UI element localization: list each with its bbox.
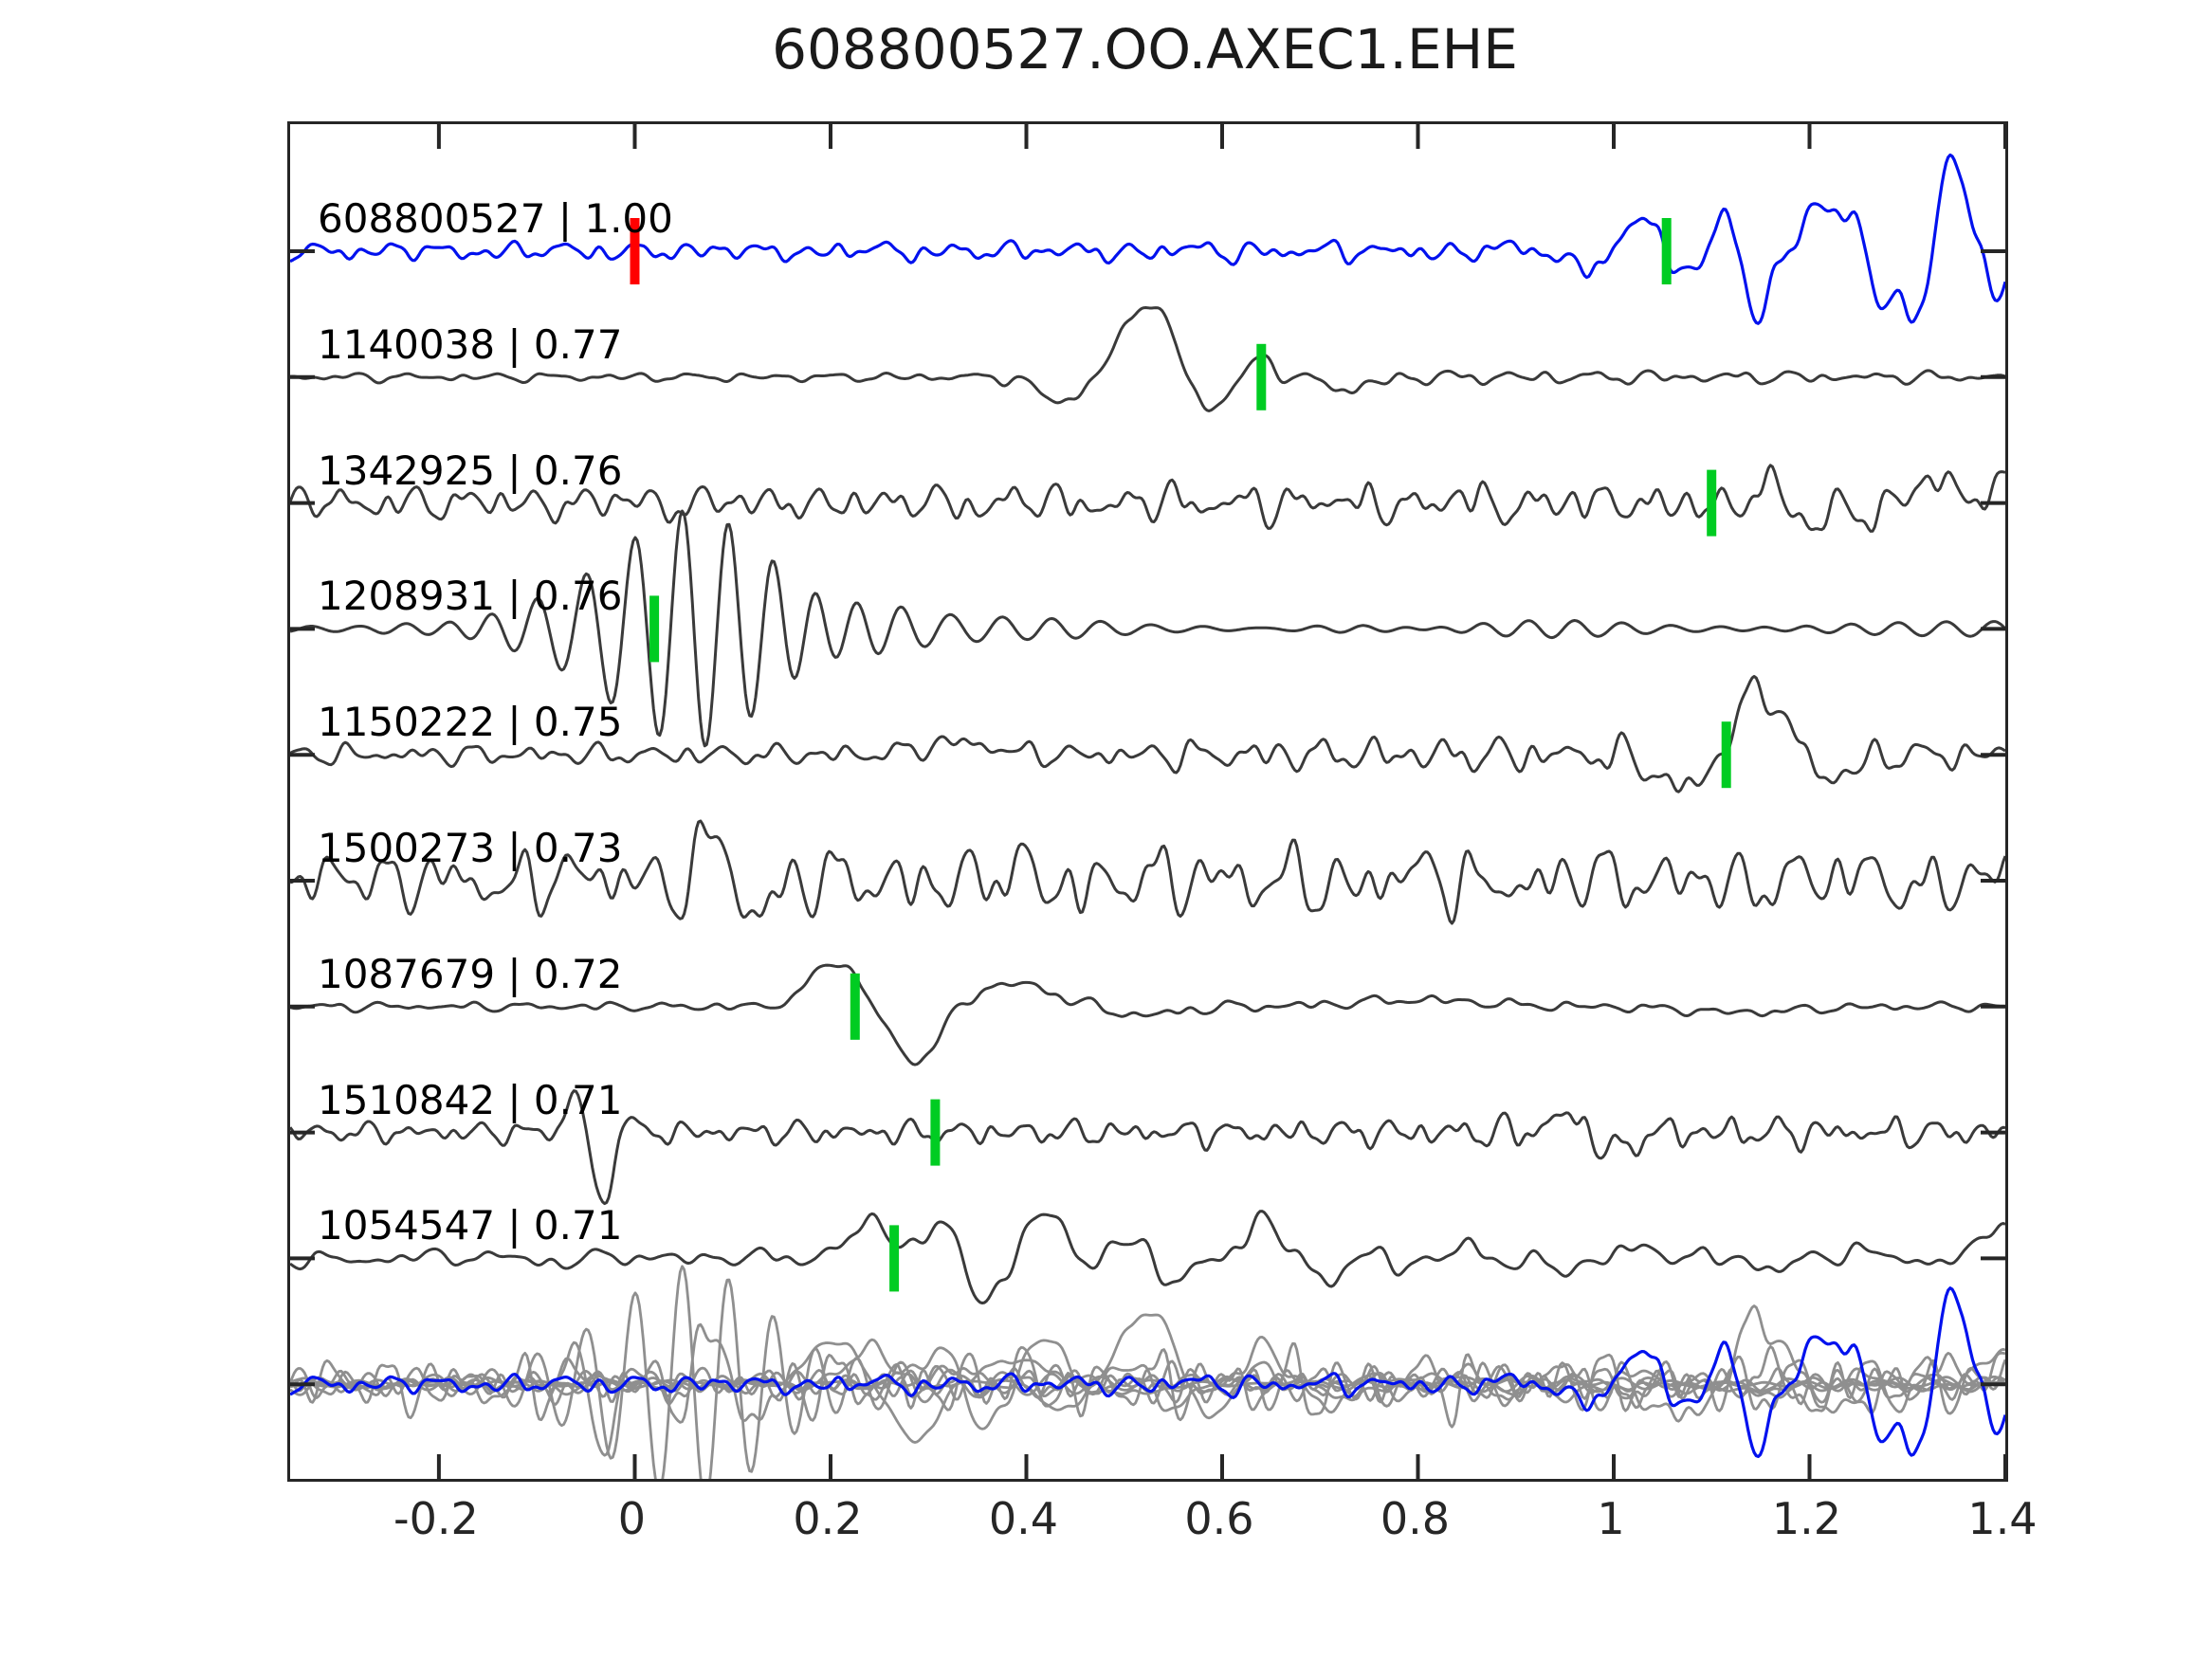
template-pick-marker xyxy=(630,218,640,284)
x-tick-label: 1.2 xyxy=(1771,1493,1842,1544)
plot-area: 608800527 | 1.00 1140038 | 0.77 1342925 | … xyxy=(287,121,2008,1482)
detection-pick-marker xyxy=(1721,721,1731,789)
waveform-trace-1510842 xyxy=(290,1089,2005,1206)
overlay-trace-template xyxy=(290,1286,2005,1458)
figure-title: 608800527.OO.AXEC1.EHE xyxy=(772,17,1518,82)
x-tick-label: 0.2 xyxy=(793,1493,863,1544)
detection-pick-marker xyxy=(889,1225,900,1292)
detection-pick-marker xyxy=(1256,343,1267,410)
x-tick-label: 0.4 xyxy=(988,1493,1059,1544)
waveform-canvas xyxy=(290,124,2005,1479)
waveform-trace-1054547 xyxy=(290,1210,2005,1304)
detection-pick-marker xyxy=(930,1099,941,1166)
detection-pick-marker xyxy=(649,595,660,663)
overlay-trace-1510842 xyxy=(290,1340,2005,1457)
detection-pick-marker xyxy=(1661,218,1672,284)
detection-pick-marker xyxy=(850,973,860,1040)
overlay-trace-1150222 xyxy=(290,1304,2005,1423)
x-tick-label: 1 xyxy=(1597,1493,1625,1544)
waveform-trace-1342925 xyxy=(290,464,2005,533)
waveform-trace-1087679 xyxy=(290,963,2005,1066)
x-tick-label: 0 xyxy=(617,1493,647,1544)
waveform-trace-1500273 xyxy=(290,819,2005,925)
x-tick-label: 1.4 xyxy=(1967,1493,2038,1544)
waveform-trace-608800527 xyxy=(290,153,2005,325)
waveform-trace-1208931 xyxy=(290,509,2005,748)
waveform-trace-1140038 xyxy=(290,306,2005,412)
waveform-trace-1150222 xyxy=(290,675,2005,793)
x-tick-label: 0.6 xyxy=(1184,1493,1254,1544)
overlay-trace-1054547 xyxy=(290,1336,2005,1431)
x-tick-label: 0.8 xyxy=(1380,1493,1451,1544)
x-tick-label: -0.2 xyxy=(393,1493,479,1544)
detection-pick-marker xyxy=(1707,469,1717,537)
